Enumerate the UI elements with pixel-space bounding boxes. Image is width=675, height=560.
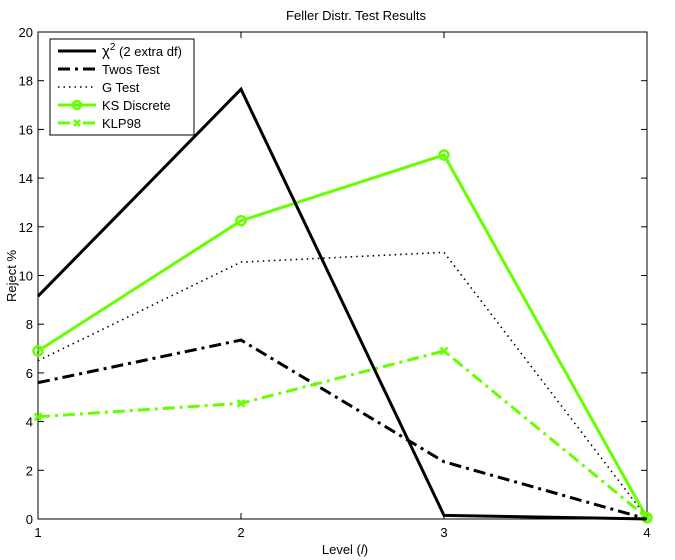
- legend-label: KS Discrete: [102, 98, 171, 113]
- legend-item: χ2 (2 extra df): [58, 42, 182, 60]
- series-point-x: [236, 398, 246, 408]
- legend-label: G Test: [102, 80, 140, 95]
- y-tick-label: 8: [26, 317, 33, 332]
- x-tick-label: 3: [440, 525, 447, 540]
- legend-marker-x: [73, 119, 81, 127]
- series-line-3: [37, 153, 649, 519]
- legend-label: χ2 (2 extra df): [102, 42, 182, 60]
- legend-item: G Test: [58, 80, 140, 95]
- legend: χ2 (2 extra df) Twos Test G Test KS Discret…: [49, 38, 195, 136]
- legend-item: Twos Test: [58, 62, 160, 77]
- y-tick-label: 14: [19, 171, 33, 186]
- x-axis-label-suffix: ): [364, 542, 368, 557]
- series-line-0: [36, 86, 648, 521]
- legend-item: KLP98: [58, 116, 141, 131]
- y-tick-label: 0: [26, 512, 33, 527]
- series-point-circle: [438, 149, 450, 161]
- y-axis-label: Reject %: [4, 250, 19, 302]
- y-axis: 0 2 4 6 8 10 12 14 16 18 20: [19, 25, 647, 527]
- x-tick-label: 1: [34, 525, 41, 540]
- x-axis-label-var: l: [361, 542, 365, 557]
- y-tick-label: 18: [19, 74, 33, 89]
- series-point-circle: [235, 214, 247, 227]
- legend-box: [49, 38, 195, 136]
- legend-label: Twos Test: [102, 62, 160, 77]
- chart-title: Feller Distr. Test Results: [286, 8, 426, 23]
- x-axis-label-prefix: Level (: [322, 542, 362, 557]
- series-line-4: [37, 349, 648, 519]
- y-tick-label: 6: [26, 366, 33, 381]
- y-tick-label: 20: [19, 25, 33, 40]
- x-axis-label: Level (l): [322, 542, 368, 557]
- y-tick-label: 16: [19, 122, 33, 137]
- series-layer: [32, 86, 653, 524]
- y-tick-label: 4: [26, 415, 33, 430]
- y-tick-label: 10: [19, 269, 33, 284]
- legend-label: KLP98: [102, 116, 141, 131]
- y-tick-label: 12: [19, 220, 33, 235]
- x-tick-label: 2: [237, 525, 244, 540]
- series-point-x: [439, 346, 449, 356]
- legend-marker-circle: [71, 99, 83, 111]
- series-line-1: [37, 338, 648, 521]
- series-point-x: [33, 412, 43, 422]
- legend-item: KS Discrete: [58, 98, 171, 113]
- y-tick-label: 2: [26, 463, 33, 478]
- x-tick-label: 4: [643, 525, 650, 540]
- series-point-circle: [32, 345, 44, 357]
